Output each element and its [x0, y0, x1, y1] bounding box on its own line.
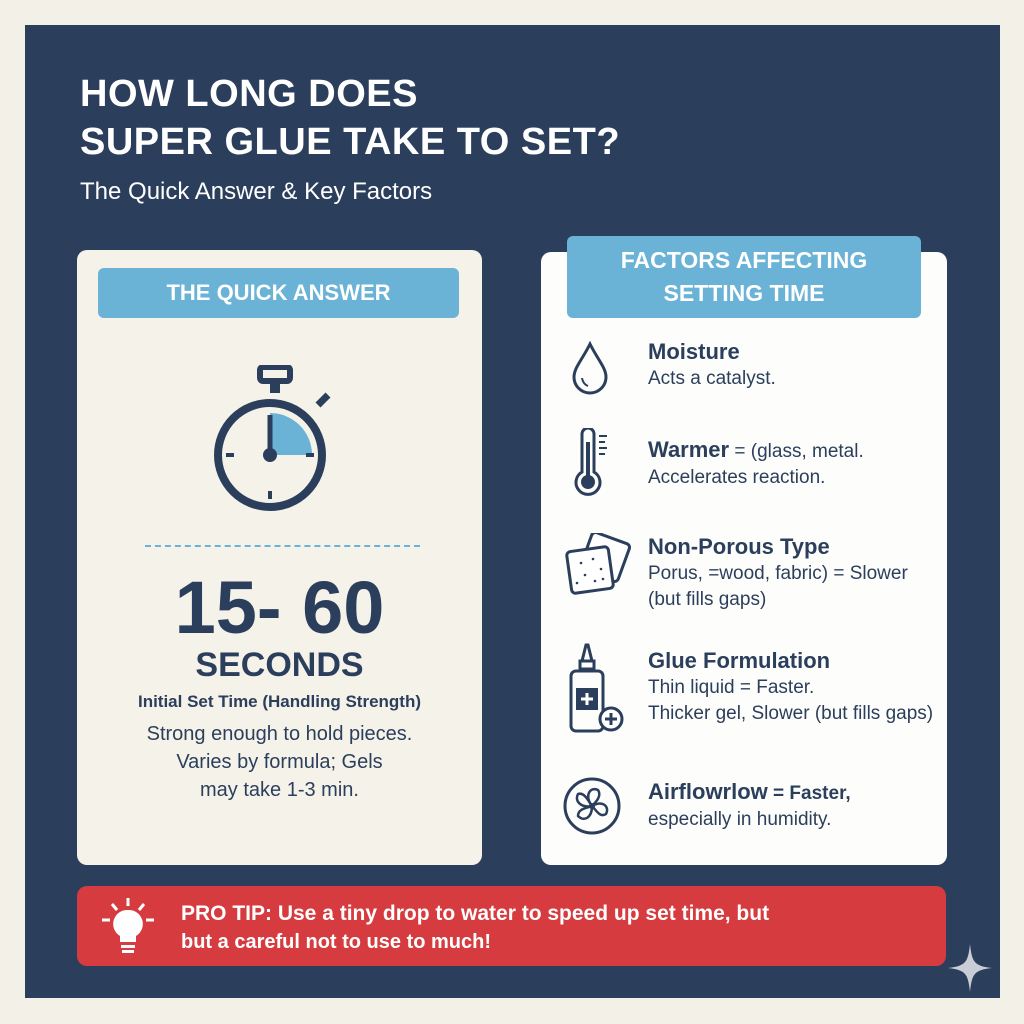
factor-moisture: Moisture Acts a catalyst.	[648, 339, 776, 389]
quick-answer-heading: THE QUICK ANSWER	[98, 268, 459, 318]
factors-heading: FACTORS AFFECTING SETTING TIME	[567, 236, 921, 318]
quick-answer-card	[77, 250, 482, 865]
set-time-unit: SECONDS	[195, 646, 364, 684]
pro-tip-text: PRO TIP: Use a tiny drop to water to spe…	[181, 902, 770, 953]
factor-airflow: Airflowrlow = Faster, especially in humid…	[648, 779, 851, 830]
thermometer-icon	[574, 428, 607, 496]
set-time-notes: Strong enough to hold pieces. Varies by f…	[146, 723, 413, 801]
sparkle-icon	[948, 944, 992, 992]
fan-icon	[563, 777, 621, 835]
set-time-value: 15- 60	[174, 566, 385, 649]
pro-tip-banner	[77, 886, 946, 966]
glue-bottle-icon	[569, 643, 624, 733]
stopwatch-icon	[214, 365, 331, 511]
porous-material-icon	[565, 533, 632, 595]
lightbulb-icon	[102, 898, 154, 953]
set-time-label: Initial Set Time (Handling Strength)	[137, 692, 422, 711]
factor-glue-formulation: Glue Formulation Thin liquid = Faster. Thi…	[648, 648, 934, 724]
page-subtitle: The Quick Answer & Key Factors	[80, 178, 433, 205]
divider	[145, 545, 420, 547]
factor-surface-type: Non-Porous Type Porus, =wood, fabric) = S…	[648, 534, 908, 610]
page-title: HOW LONG DOES SUPER GLUE TAKE TO SET?	[80, 73, 621, 163]
water-drop-icon	[572, 340, 608, 395]
factor-temperature: Warmer = (glass, metal. Accelerates react…	[648, 437, 864, 488]
